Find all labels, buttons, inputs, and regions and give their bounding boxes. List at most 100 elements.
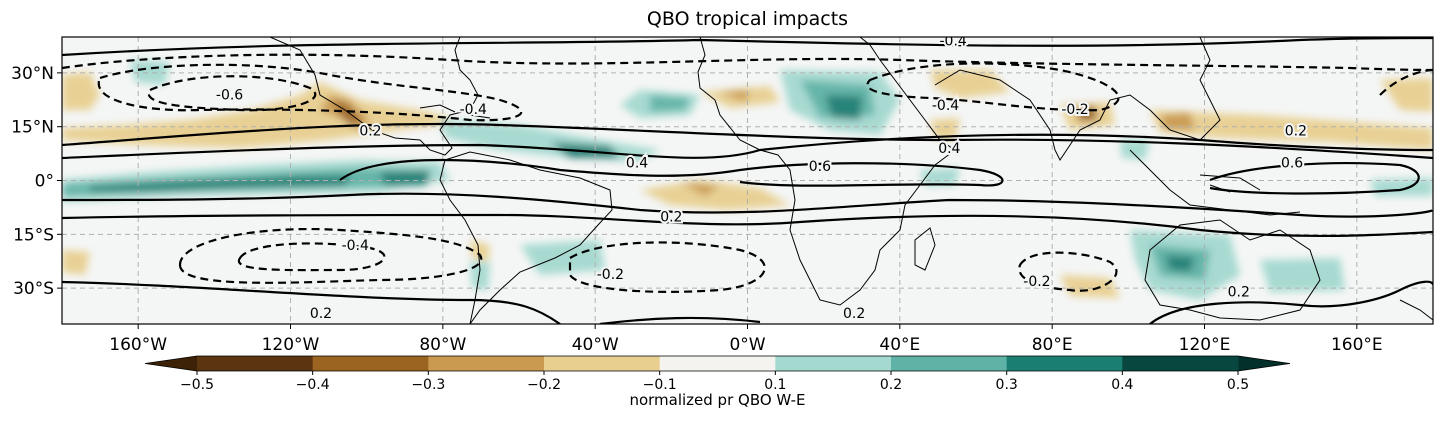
anomaly-patch-positive (130, 60, 170, 85)
colorbar (144, 355, 1291, 372)
contour-negative (62, 53, 1433, 72)
contour-label: -0.2 (1023, 274, 1050, 290)
lon-tick-label: 120°E (1179, 335, 1231, 355)
contour-label: 0.2 (843, 306, 865, 322)
contour-positive (599, 316, 761, 324)
lon-tick-label: 40°W (572, 335, 619, 355)
colorbar-tick-label: 0.4 (1111, 377, 1133, 393)
colorbar-tick-label: 0.1 (764, 377, 786, 393)
contour-label: 0.6 (809, 159, 831, 175)
colorbar-segment (544, 356, 661, 371)
contour-label: 0.2 (1228, 285, 1250, 301)
coastline-australia (1144, 219, 1321, 321)
anomaly-patch-negative (680, 182, 720, 196)
contour-label: -0.2 (1061, 102, 1088, 118)
anomaly-patch-negative (62, 250, 90, 275)
contour-positive (62, 213, 1433, 238)
map-title: QBO tropical impacts (646, 8, 849, 30)
contour-positive (62, 280, 561, 324)
precip-anomaly-shading (62, 60, 1433, 300)
colorbar-extend-min (145, 356, 197, 371)
lon-tick-label: 40°E (879, 335, 920, 355)
anomaly-patch-positive (650, 95, 690, 112)
colorbar-tick-label: −0.4 (296, 377, 330, 393)
anomaly-patch-positive (520, 240, 605, 275)
lon-tick-label: 0°W (729, 335, 765, 355)
anomaly-patch-negative (1060, 275, 1120, 298)
colorbar-segment (1006, 356, 1123, 371)
anomaly-patch-positive (380, 170, 430, 186)
contour-positive (1209, 162, 1420, 195)
contour-positive (62, 122, 1433, 160)
colorbar-tick-label: −0.2 (527, 377, 561, 393)
qbo-contours-negative (62, 53, 1433, 293)
contour-negative (866, 62, 1120, 112)
contour-label: -0.4 (460, 102, 487, 118)
lat-tick-label: 15°S (13, 225, 54, 245)
contour-negative (97, 63, 523, 122)
coastlines (269, 37, 1433, 324)
lat-tick-label: 0° (35, 172, 54, 192)
contour-positive (339, 158, 1004, 187)
contour-label: 0.2 (310, 306, 332, 322)
contour-negative (178, 227, 483, 284)
anomaly-patch-negative (930, 118, 960, 140)
contour-label: 0.4 (938, 141, 960, 157)
contour-negative (1379, 68, 1433, 96)
longitude-axis: 160°W 120°W 80°W 40°W 0°W 40°E 80°E 120°E 160°E (109, 324, 1383, 355)
anomaly-patch-negative (640, 180, 790, 210)
contour-label: -0.4 (342, 238, 369, 254)
colorbar-segment (659, 356, 776, 371)
coastline-arabia-india (934, 37, 1221, 161)
colorbar-segment (775, 356, 892, 371)
colorbar-tick-label: −0.3 (411, 377, 445, 393)
coastline-madagascar (914, 227, 936, 271)
contour-negative (568, 241, 766, 293)
coastline-north-america (269, 37, 479, 156)
latitude-axis: 30°N 15°N 0° 15°S 30°S (11, 64, 62, 299)
colorbar-tick-label: −0.5 (180, 377, 214, 393)
lat-tick-label: 30°N (11, 64, 54, 84)
anomaly-patch-negative (62, 72, 100, 110)
colorbar-segment (891, 356, 1008, 371)
contour-label: 0.4 (626, 156, 648, 172)
contour-positive (62, 133, 1433, 160)
contour-positive (62, 192, 1433, 218)
anomaly-patch-positive (1260, 258, 1345, 292)
anomaly-patch-negative (62, 82, 460, 148)
contour-label: -0.2 (597, 267, 624, 283)
lon-tick-label: 160°E (1331, 335, 1383, 355)
colorbar-ticks: −0.5 −0.4 −0.3 −0.2 −0.1 0.1 0.2 0.3 0.4 0.5 (180, 371, 1249, 393)
contour-label: 0.2 (359, 123, 381, 139)
contour-positive (1149, 280, 1433, 324)
contour-label: -0.4 (939, 34, 966, 50)
qbo-contours (62, 37, 1433, 324)
colorbar-label: normalized pr QBO W-E (629, 391, 806, 409)
anomaly-patch-negative (1150, 110, 1433, 150)
coastline-europe-africa (697, 37, 956, 306)
colorbar-segment (312, 356, 429, 371)
coastline-caribbean (419, 104, 491, 119)
contour-positive (62, 37, 1433, 57)
anomaly-patch-negative (1380, 78, 1433, 112)
coastline-south-america (439, 151, 613, 324)
contour-negative (147, 75, 317, 112)
colorbar-tick-label: −0.1 (643, 377, 677, 393)
contour-negative (1018, 251, 1118, 292)
anomaly-patch-positive (825, 95, 862, 120)
colorbar-extend-max (1238, 356, 1290, 371)
anomaly-patch-positive (470, 262, 490, 290)
anomaly-patch-negative (470, 240, 490, 262)
coastline-new-zealand (1399, 299, 1433, 321)
contour-labels: -0.6 -0.4 0.2 0.4 0.6 0.6 0.2 -0.4 -0.2 0.4 0.2 -0.… (214, 34, 1309, 324)
lat-tick-label: 30°S (13, 279, 54, 299)
lon-tick-label: 80°E (1032, 335, 1073, 355)
contour-label: -0.6 (216, 87, 243, 103)
contour-label: -0.4 (932, 98, 959, 114)
colorbar-segment (197, 356, 314, 371)
colorbar-tick-label: 0.2 (880, 377, 902, 393)
colorbar-tick-label: 0.5 (1227, 377, 1249, 393)
colorbar-tick-label: 0.3 (996, 377, 1018, 393)
anomaly-patch-negative (720, 90, 750, 102)
contour-label: 0.2 (660, 209, 682, 225)
